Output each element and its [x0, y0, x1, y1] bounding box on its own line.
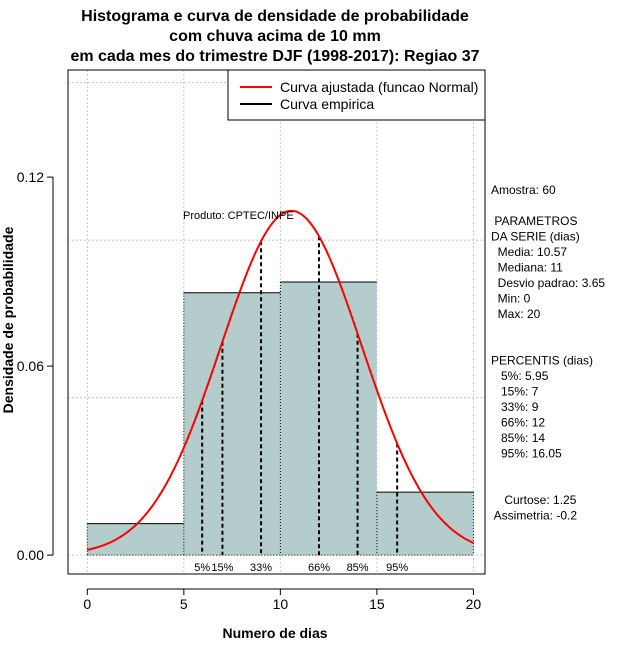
chart-title: Histograma e curva de densidade de proba… — [70, 8, 479, 65]
stat-line: Mediana: 11 — [491, 261, 563, 275]
stat-line: Curtose: 1.25 — [491, 493, 577, 507]
stat-line: Min: 0 — [491, 292, 531, 306]
stat-line: 33%: 9 — [491, 400, 539, 414]
stat-line: Media: 10.57 — [491, 245, 567, 259]
histogram-bars — [86, 281, 474, 556]
stat-line: Desvio padrao: 3.65 — [491, 276, 605, 290]
title-line-1: Histograma e curva de densidade de proba… — [81, 8, 469, 25]
stat-line: 5%: 5.95 — [491, 369, 549, 383]
x-tick-label: 10 — [273, 596, 289, 612]
x-tick-label: 0 — [83, 596, 91, 612]
stat-line: DA SERIE (dias) — [491, 230, 580, 244]
stat-line: PERCENTIS (dias) — [491, 354, 593, 368]
percentile-label: 66% — [308, 562, 330, 574]
x-axis-label: Numero de dias — [222, 625, 327, 641]
normal-curve-line — [87, 209, 474, 551]
legend-label-normal: Curva ajustada (funcao Normal) — [280, 79, 478, 95]
percentile-label: 85% — [347, 562, 369, 574]
histogram-bar — [183, 292, 281, 556]
title-line-3: em cada mes do trimestre DJF (1998-2017)… — [70, 48, 479, 65]
y-axis: 0.00 0.06 0.12 — [17, 169, 54, 563]
y-tick-label: 0.12 — [17, 169, 44, 185]
y-tick-label: 0.06 — [17, 358, 44, 374]
legend: Curva ajustada (funcao Normal) Curva emp… — [227, 69, 486, 121]
normal-curve — [87, 209, 474, 551]
x-tick-label: 5 — [180, 596, 188, 612]
histogram-bar — [87, 523, 184, 556]
histogram-bar — [280, 281, 377, 556]
stat-line: 15%: 7 — [491, 385, 539, 399]
title-line-2: com chuva acima de 10 mm — [169, 28, 381, 45]
statistics-panel: Amostra: 60 PARAMETROS DA SERIE (dias) Me… — [491, 183, 605, 523]
legend-box — [227, 69, 486, 121]
product-annotation: Produto: CPTEC/INPE — [183, 210, 294, 222]
stat-line: 95%: 16.05 — [491, 447, 562, 461]
stat-line: 85%: 14 — [491, 431, 545, 445]
stat-line: Assimetria: -0.2 — [491, 509, 577, 523]
stat-line: Amostra: 60 — [491, 183, 556, 197]
stat-line: 66%: 12 — [491, 416, 545, 430]
legend-label-empirical: Curva empirica — [280, 96, 374, 112]
percentile-label: 95% — [386, 562, 408, 574]
x-tick-label: 15 — [369, 596, 385, 612]
percentile-label: 33% — [250, 562, 272, 574]
percentile-lines: 5% 15% 33% 66% 85% 95% — [194, 236, 408, 574]
x-axis: 0 5 10 15 20 — [83, 588, 482, 612]
stat-line: Max: 20 — [491, 307, 541, 321]
x-tick-label: 20 — [466, 596, 482, 612]
percentile-label: 5% — [194, 562, 210, 574]
stat-line: PARAMETROS — [491, 214, 577, 228]
percentile-label: 15% — [211, 562, 233, 574]
histogram-bar — [376, 492, 474, 556]
y-axis-label: Densidade de probabilidade — [0, 226, 16, 413]
y-tick-label: 0.00 — [17, 547, 44, 563]
